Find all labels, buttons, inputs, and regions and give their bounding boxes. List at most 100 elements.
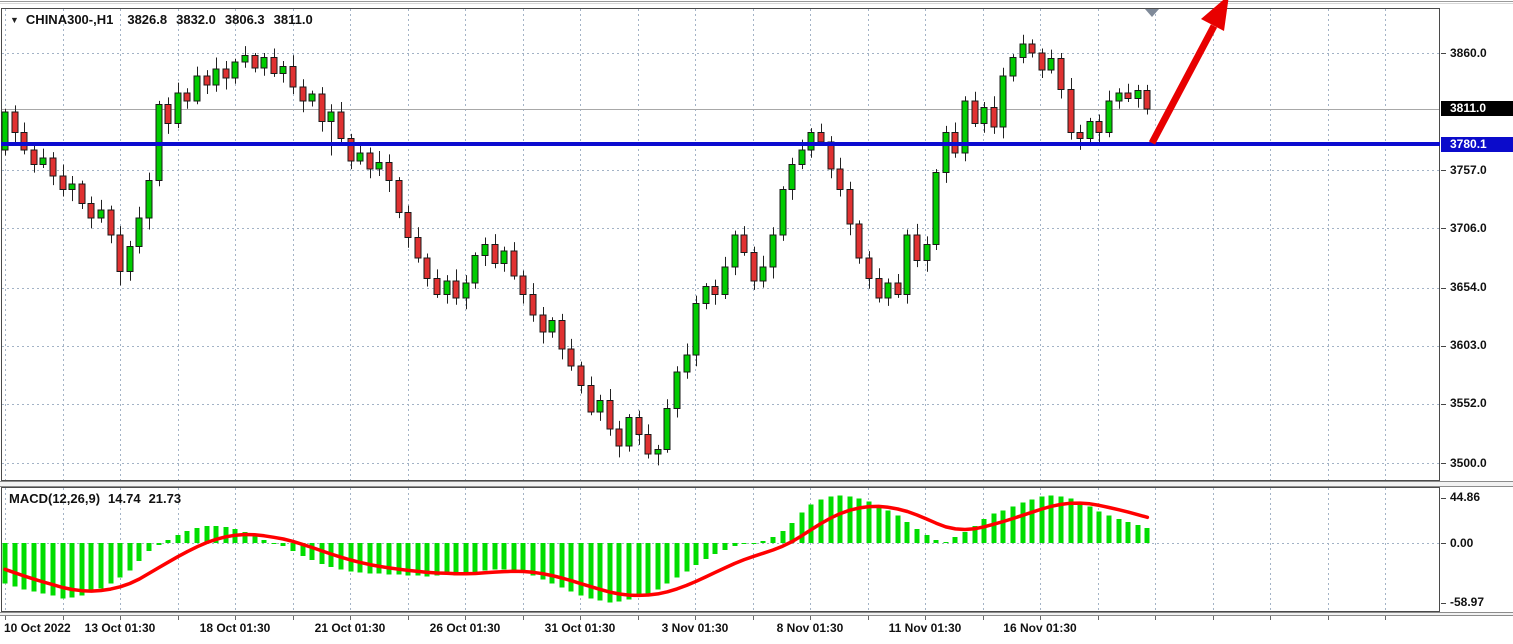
price-chart-panel[interactable]: ▼ CHINA300-,H1 3826.8 3832.0 3806.3 3811…	[1, 8, 1440, 481]
time-axis[interactable]: 10 Oct 2022 13 Oct 01:30 18 Oct 01:30 21 Oc…	[0, 616, 1513, 644]
price-axis-label: 3603.0	[1450, 338, 1487, 352]
candle-bear	[1143, 90, 1151, 110]
candle-bull	[798, 149, 806, 166]
candle-bear	[49, 157, 57, 177]
macd-histogram-bar	[1106, 515, 1112, 543]
candle-bull	[356, 152, 364, 162]
candle-bear	[404, 211, 412, 239]
time-tick	[753, 616, 754, 620]
panel-separator[interactable]	[0, 481, 1513, 487]
candle-bull	[126, 246, 134, 273]
candle-bear	[836, 168, 844, 191]
candle-bear	[519, 275, 527, 295]
macd-histogram-bar	[156, 543, 162, 546]
time-tick	[465, 616, 466, 620]
candle-bull	[1115, 92, 1123, 102]
macd-histogram-bar	[453, 543, 459, 576]
candle-bull	[327, 111, 335, 122]
macd-histogram-bar	[876, 505, 882, 543]
time-tick	[235, 616, 236, 620]
candle-bear	[1124, 92, 1132, 100]
macd-chart-canvas[interactable]	[1, 487, 1440, 612]
time-tick	[408, 616, 409, 620]
candle-bear	[1067, 88, 1075, 134]
macd-histogram-bar	[60, 543, 66, 599]
macd-histogram-bar	[1144, 527, 1150, 543]
candle-bear	[395, 180, 403, 213]
macd-histogram-bar	[223, 526, 229, 543]
macd-histogram-bar	[165, 539, 171, 543]
axis-tick	[1441, 404, 1446, 405]
panel-separator-bottom[interactable]	[0, 612, 1513, 616]
macd-histogram-bar	[511, 543, 517, 571]
candle-bull	[999, 75, 1007, 128]
candle-bull	[654, 448, 662, 455]
current-price-badge: 3811.0	[1441, 101, 1513, 116]
macd-histogram-bar	[1087, 506, 1093, 543]
macd-histogram-bar	[1068, 498, 1074, 543]
candle-bull	[779, 189, 787, 236]
candle-bull	[481, 243, 489, 257]
time-tick	[925, 616, 926, 620]
axis-tick	[1441, 498, 1446, 499]
time-tick	[523, 616, 524, 620]
time-tick	[1385, 616, 1386, 620]
macd-histogram-bar	[367, 543, 373, 574]
macd-histogram-bar	[492, 543, 498, 570]
macd-indicator-panel[interactable]: MACD(12,26,9) 14.74 21.73	[1, 487, 1440, 612]
candle-bull	[1009, 57, 1017, 77]
candle-bull	[923, 243, 931, 261]
macd-histogram-bar	[463, 543, 469, 575]
candle-bull	[260, 57, 268, 69]
candle-bear	[635, 416, 643, 436]
macd-histogram-bar	[357, 543, 363, 573]
macd-histogram-bar	[444, 543, 450, 575]
macd-histogram-bar	[434, 543, 440, 576]
candlestick-chart-canvas[interactable]	[1, 8, 1440, 481]
macd-histogram-bar	[962, 531, 968, 543]
candle-bear	[971, 100, 979, 125]
candle-bear	[347, 137, 355, 162]
candle-bear	[452, 280, 460, 299]
candle-bear	[366, 152, 374, 170]
candle-bear	[1076, 132, 1084, 139]
macd-histogram-bar	[837, 495, 843, 543]
macd-histogram-bar	[1010, 506, 1016, 543]
candle-bear	[491, 243, 499, 265]
time-tick	[983, 616, 984, 620]
macd-histogram-bar	[952, 536, 958, 543]
candle-bear	[385, 161, 393, 182]
candle-bear	[558, 320, 566, 350]
symbol-dropdown-icon[interactable]: ▼	[10, 14, 19, 25]
time-tick	[868, 616, 869, 620]
time-axis-label: 11 Nov 01:30	[888, 621, 962, 635]
candle-bear	[318, 93, 326, 122]
price-axis[interactable]: 3860.0 3757.0 3706.0 3654.0 3603.0 3552.0 3500…	[1441, 0, 1513, 644]
time-tick	[293, 616, 294, 620]
price-axis-label: 3706.0	[1450, 221, 1487, 235]
macd-histogram-bar	[1058, 496, 1064, 543]
candle-bull	[193, 75, 201, 102]
macd-histogram-bar	[79, 543, 85, 596]
time-tick	[350, 616, 351, 620]
macd-histogram-bar	[376, 543, 382, 574]
macd-histogram-bar	[924, 534, 930, 543]
macd-histogram-bar	[808, 504, 814, 543]
candle-bear	[855, 223, 863, 259]
candle-bull	[145, 180, 153, 219]
macd-axis-label: -58.97	[1450, 595, 1485, 609]
time-axis-label: 10 Oct 2022	[4, 621, 71, 635]
candle-bear	[1057, 58, 1065, 90]
macd-histogram-bar	[31, 543, 37, 592]
symbol-period-label[interactable]: CHINA300-,H1	[25, 12, 114, 27]
macd-histogram-bar	[866, 501, 872, 543]
candle-bear	[606, 399, 614, 430]
macd-histogram-bar	[530, 543, 536, 576]
macd-axis-label: 0.00	[1450, 536, 1474, 550]
candle-bull	[135, 217, 143, 248]
ohlc-low-value: 3806.3	[224, 12, 265, 27]
candle-bull	[500, 250, 508, 265]
macd-histogram-bar	[213, 525, 219, 543]
macd-histogram-bar	[818, 499, 824, 543]
